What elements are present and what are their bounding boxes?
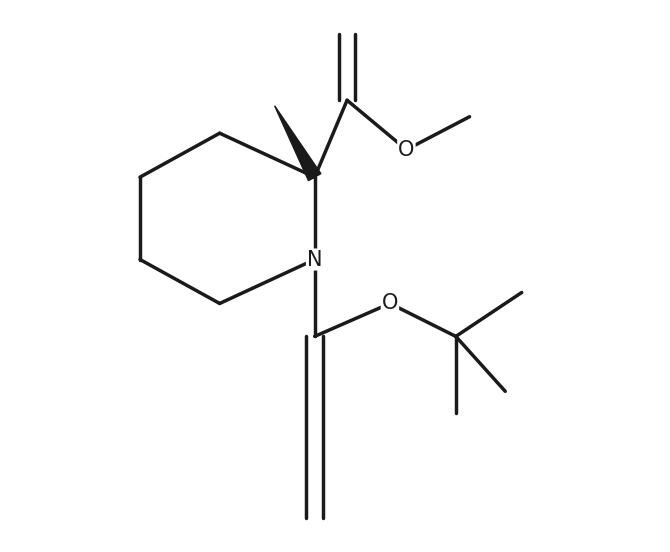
Text: O: O [382,294,398,314]
Text: O: O [398,140,415,160]
Polygon shape [275,106,321,181]
Text: N: N [307,250,322,269]
